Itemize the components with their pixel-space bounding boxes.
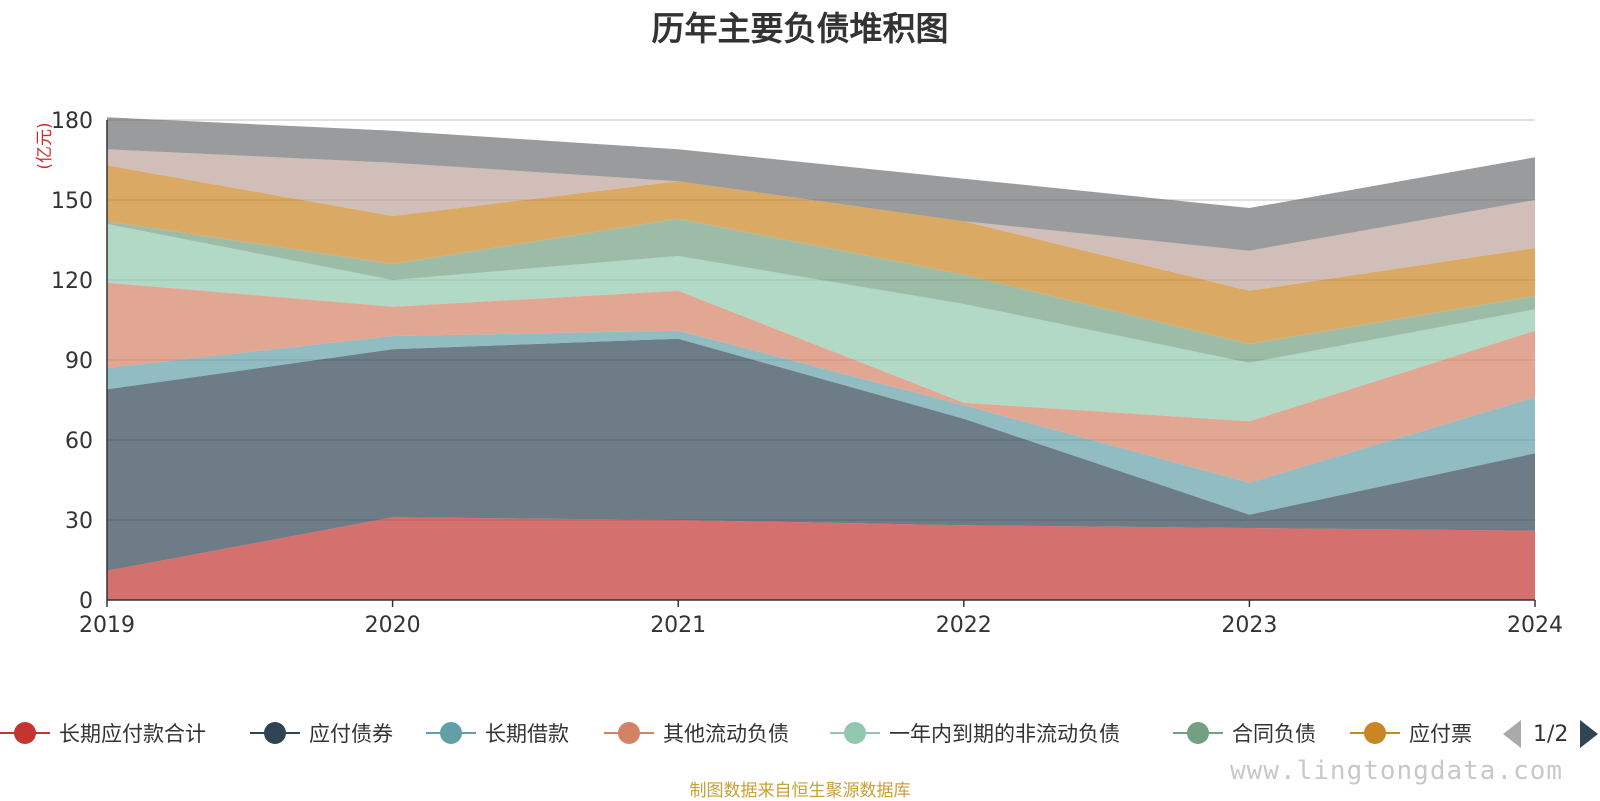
x-tick-label-1: 2020	[365, 613, 421, 638]
area-series-3	[107, 282, 1535, 483]
area-series-4	[107, 224, 1535, 422]
area-series-2	[107, 330, 1535, 515]
legend-item-2[interactable]: 长期借款	[426, 716, 569, 750]
area-series-1	[107, 338, 1535, 571]
area-series-7	[107, 149, 1535, 291]
legend-label: 一年内到期的非流动负债	[889, 722, 1120, 746]
area-series-5	[107, 218, 1535, 363]
legend-marker-icon	[604, 716, 654, 750]
legend-marker-icon	[830, 716, 880, 750]
source-note: 制图数据来自恒生聚源数据库	[689, 781, 911, 801]
triangle-right-icon[interactable]	[1580, 720, 1599, 748]
legend-item-5[interactable]: 合同负债	[1173, 716, 1316, 750]
y-tick-label-6: 180	[51, 109, 93, 134]
y-tick-label-5: 150	[51, 189, 93, 214]
legend-page-indicator: 1/2	[1533, 721, 1569, 747]
area-series-0	[107, 517, 1535, 600]
x-tick-label-4: 2023	[1221, 613, 1277, 638]
legend-marker-icon	[426, 716, 476, 750]
watermark: www.lingtongdata.com	[1230, 756, 1564, 786]
y-axis-unit: (亿元)	[35, 122, 55, 169]
x-tick-label-5: 2024	[1507, 613, 1563, 638]
area-series-8	[107, 117, 1535, 251]
legend-item-4[interactable]: 一年内到期的非流动负债	[830, 716, 1120, 750]
x-tick-label-2: 2021	[650, 613, 706, 638]
area-series	[107, 117, 1535, 600]
chart-title: 历年主要负债堆积图	[651, 9, 949, 48]
legend-marker-icon	[0, 716, 50, 750]
legend-label: 长期借款	[485, 722, 569, 746]
axes: 0 30 60 90 120 150 180 2019 2020 2021 2022 2023 2024	[51, 109, 1563, 638]
legend-item-3[interactable]: 其他流动负债	[604, 716, 789, 750]
legend-pager: 1/2	[1503, 716, 1599, 752]
legend-item-0[interactable]: 长期应付款合计	[0, 716, 206, 750]
y-tick-label-1: 30	[65, 509, 93, 534]
area-series-6	[107, 165, 1535, 344]
legend-label: 合同负债	[1232, 722, 1316, 746]
x-tick-label-0: 2019	[79, 613, 135, 638]
y-tick-label-3: 90	[65, 349, 93, 374]
legend-marker-icon	[1173, 716, 1223, 750]
legend-label: 其他流动负债	[663, 722, 789, 746]
legend: 长期应付款合计 应付债券 长期借款 其他流动负债 一年内到期的非流动负债 合同负债 应付票	[0, 716, 1600, 752]
y-tick-label-2: 60	[65, 429, 93, 454]
legend-item-1[interactable]: 应付债券	[250, 716, 393, 750]
y-tick-label-0: 0	[79, 589, 93, 614]
legend-item-6[interactable]: 应付票	[1350, 716, 1472, 750]
legend-marker-icon	[1350, 716, 1400, 750]
y-tick-label-4: 120	[51, 269, 93, 294]
legend-marker-icon	[250, 716, 300, 750]
triangle-left-icon[interactable]	[1503, 720, 1521, 748]
x-tick-label-3: 2022	[936, 613, 992, 638]
legend-label: 应付票	[1409, 722, 1472, 746]
legend-label: 长期应付款合计	[59, 722, 206, 746]
legend-label: 应付债券	[309, 722, 393, 746]
